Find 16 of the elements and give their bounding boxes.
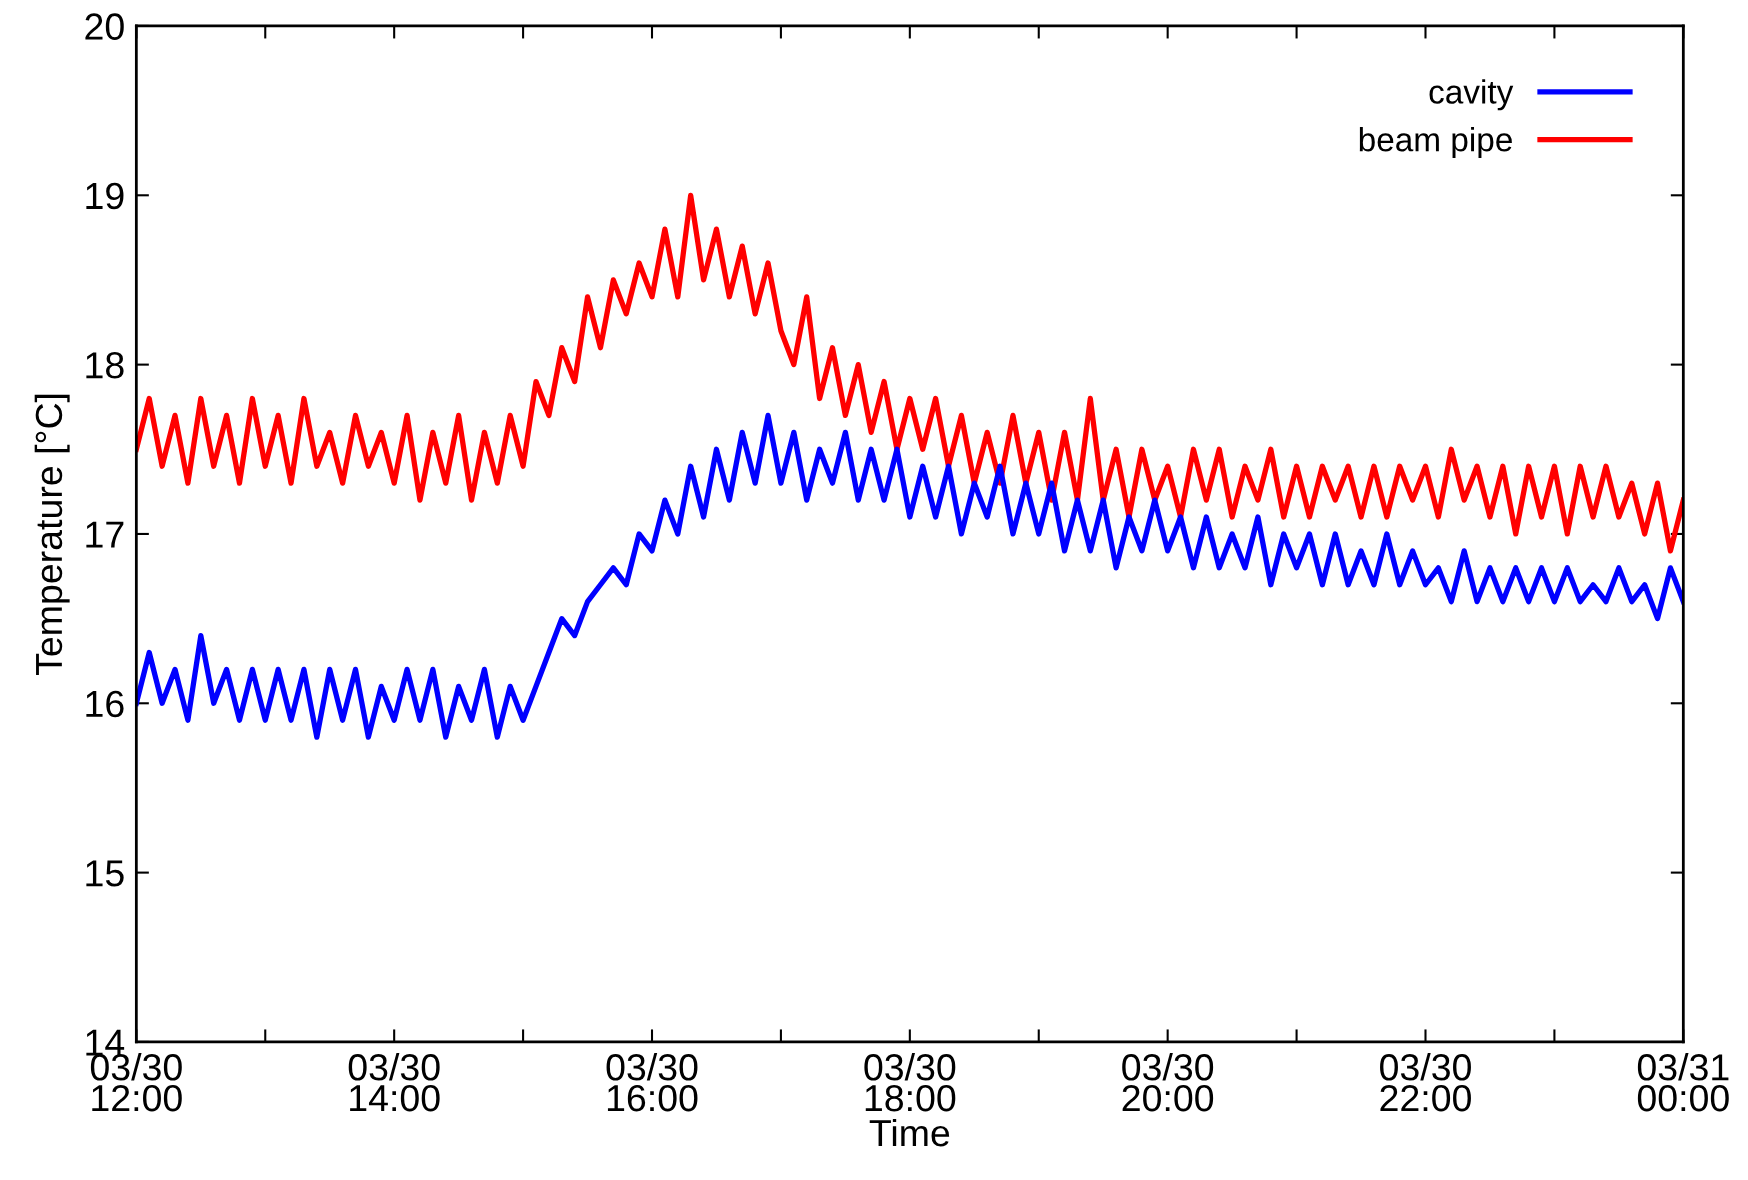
x-tick-label: 03/31 00:00 [1637, 1053, 1729, 1112]
y-tick-label: 20 [85, 13, 124, 40]
x-tick-label: 03/30 18:00 [864, 1053, 956, 1112]
x-axis-title: Time [869, 1118, 950, 1147]
y-tick-label: 17 [86, 521, 124, 548]
x-tick-label: 03/30 20:00 [1122, 1053, 1214, 1112]
legend-label: cavity [1429, 79, 1514, 111]
x-tick-label: 03/30 16:00 [606, 1053, 698, 1112]
legend-label: beam pipe [1359, 127, 1512, 159]
x-tick-label: 03/30 22:00 [1380, 1053, 1471, 1112]
y-axis-title: Temperature [°C] [34, 394, 70, 676]
y-tick-label: 15 [86, 860, 124, 887]
y-tick-label: 18 [86, 352, 124, 379]
x-tick-label: 03/30 14:00 [348, 1053, 440, 1112]
y-tick-label: 19 [86, 182, 124, 210]
y-tick-label: 16 [86, 690, 124, 718]
